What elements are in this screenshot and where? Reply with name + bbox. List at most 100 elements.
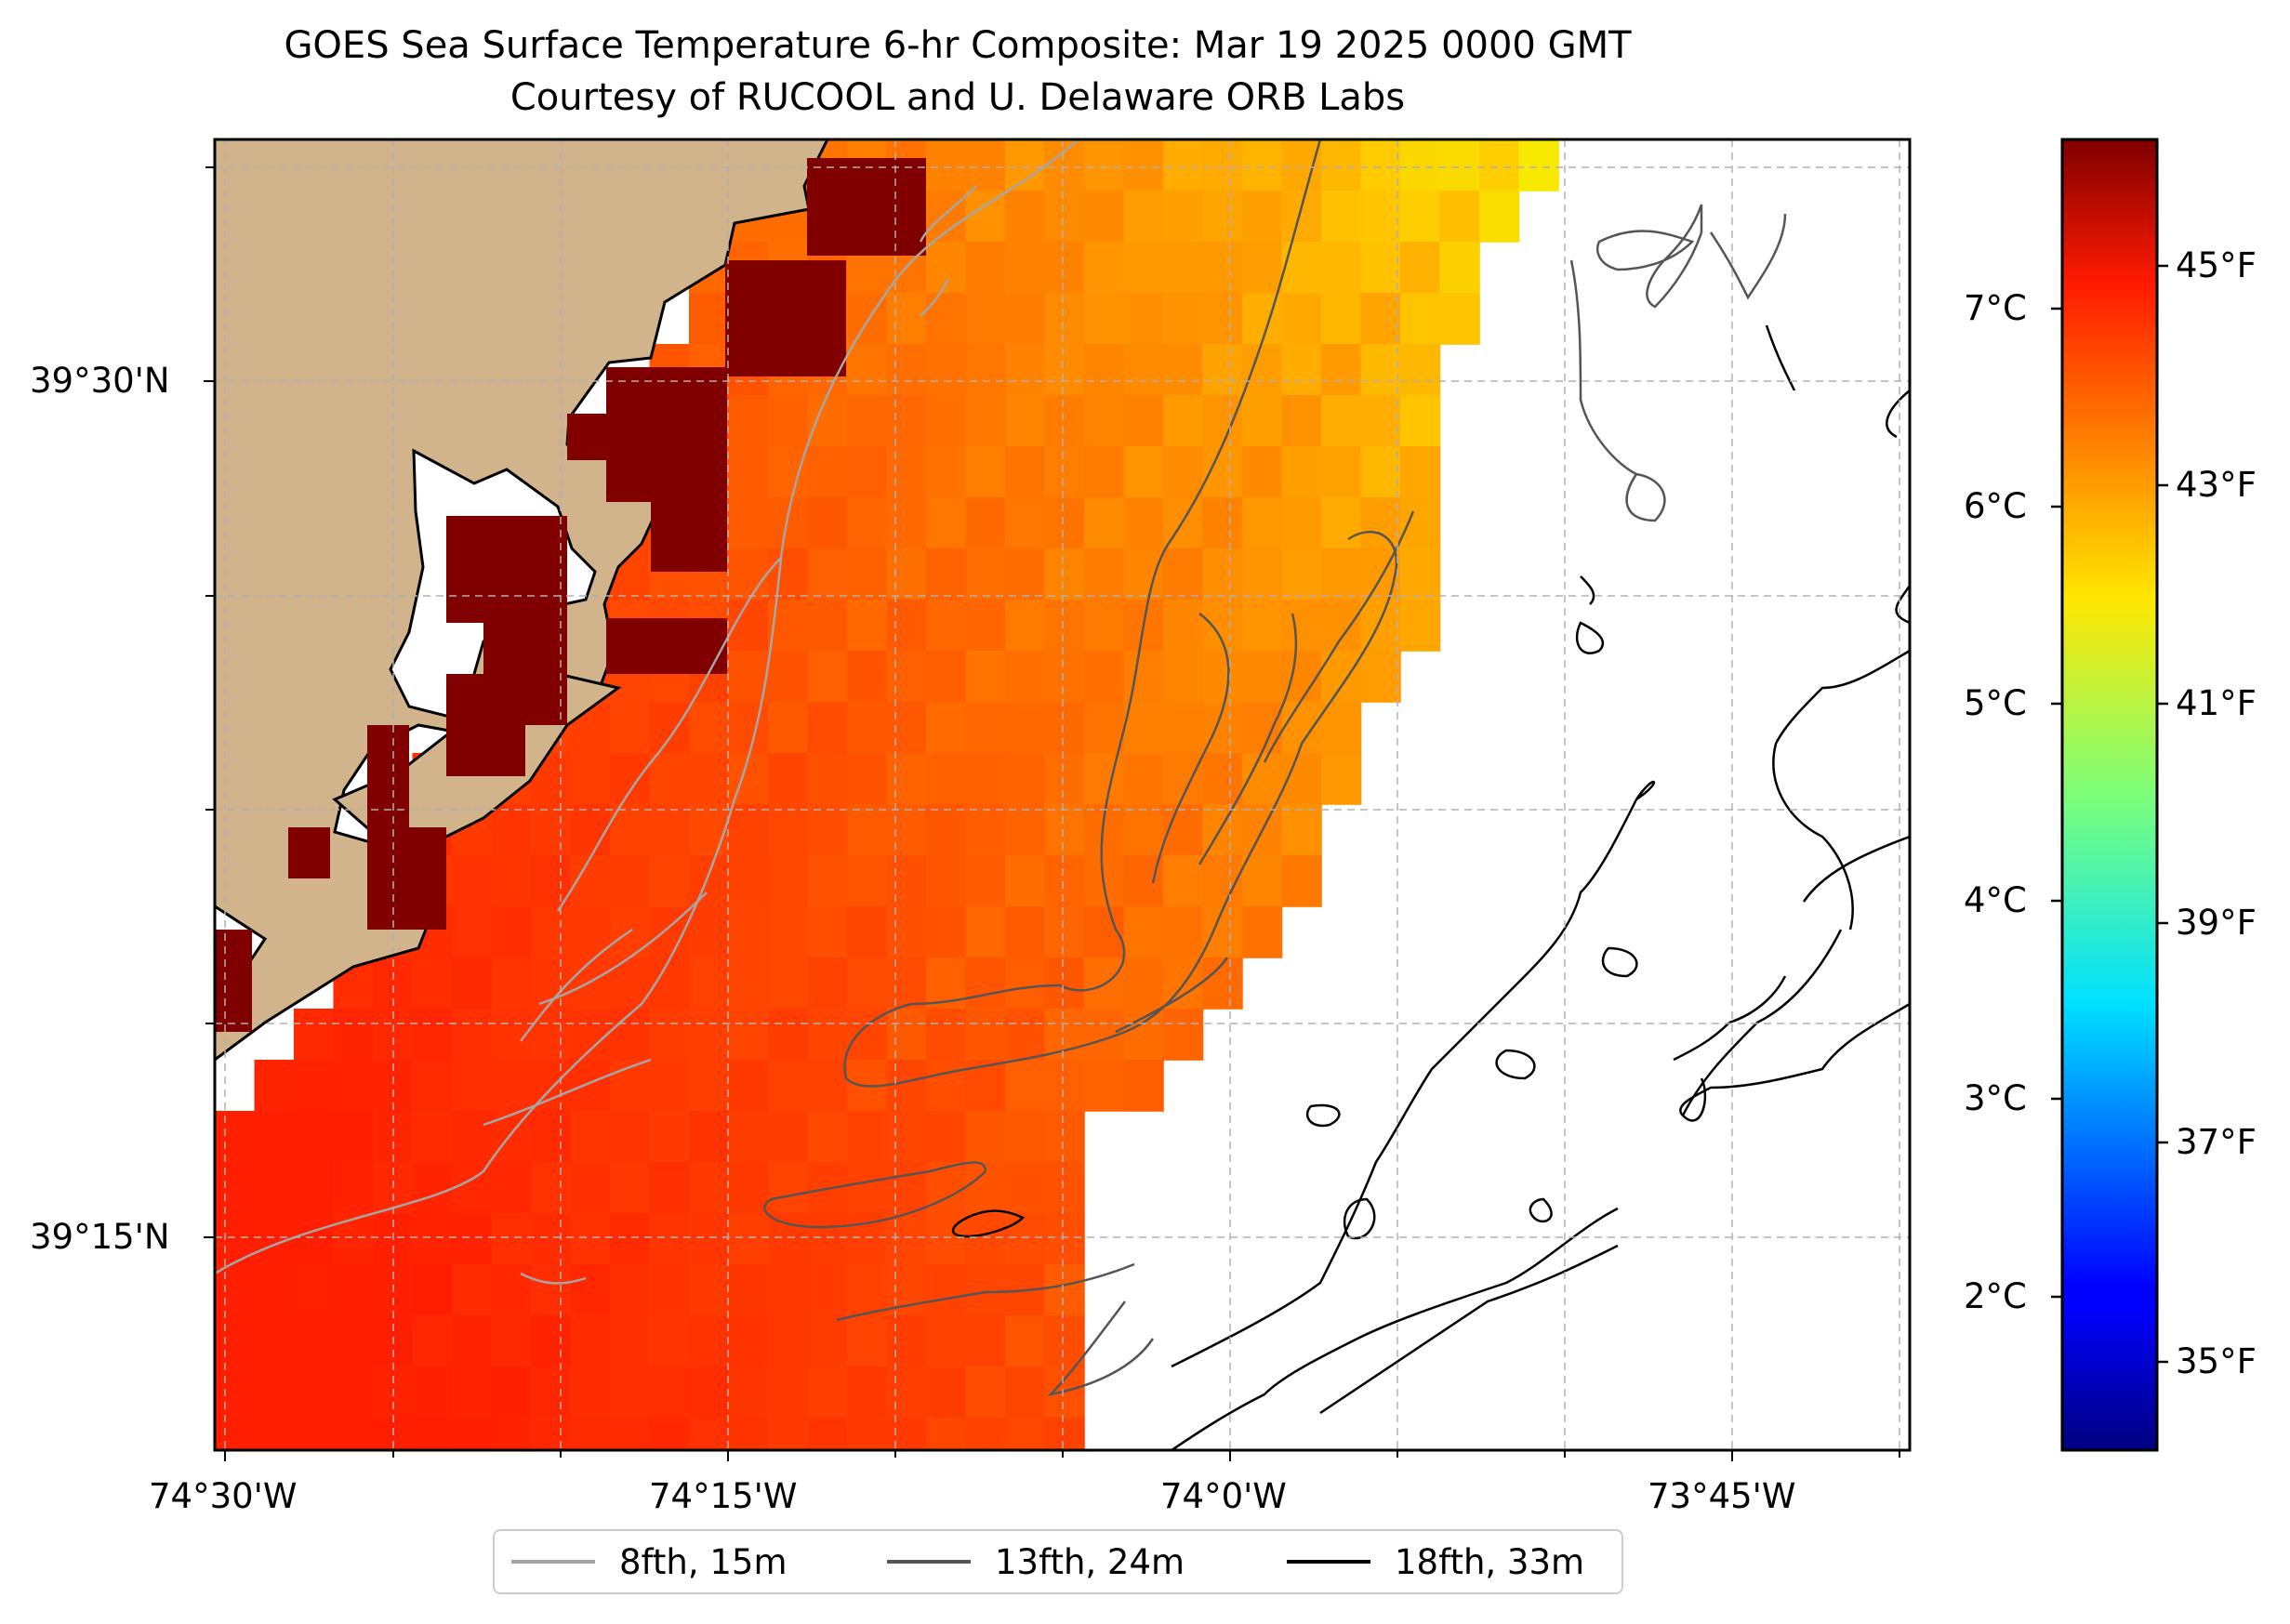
sst-cell xyxy=(965,957,1006,1010)
sst-cell xyxy=(1044,446,1085,498)
sst-cell xyxy=(1123,139,1164,191)
legend-swatch xyxy=(511,1560,595,1564)
sst-cell xyxy=(1518,139,1559,191)
map-panel xyxy=(215,139,1910,1450)
sst-cell xyxy=(1005,1111,1046,1163)
sst-cell xyxy=(1202,753,1243,805)
sst-cell xyxy=(649,855,690,907)
sst-cell xyxy=(570,1060,611,1112)
sst-cell xyxy=(768,548,809,601)
sst-cell xyxy=(1044,600,1085,652)
sst-cell xyxy=(1400,139,1441,191)
sst-cell xyxy=(1005,906,1046,958)
sst-cell xyxy=(807,906,848,958)
sst-cell xyxy=(1084,446,1125,498)
sst-cell xyxy=(926,906,967,958)
colorbar xyxy=(2060,138,2159,1452)
sst-cell xyxy=(1163,548,1204,601)
sst-cell xyxy=(807,1264,848,1316)
contour-legend: 8fth, 15m 13fth, 24m 18fth, 33m xyxy=(493,1529,1623,1594)
sst-cell xyxy=(768,1418,809,1450)
sst-cell xyxy=(491,1060,532,1112)
sst-cell xyxy=(412,957,453,1010)
sst-cell xyxy=(1281,497,1322,549)
sst-cell xyxy=(649,804,690,856)
sst-cell xyxy=(491,957,532,1010)
sst-cell xyxy=(1005,804,1046,856)
sst-cell xyxy=(412,1367,453,1419)
sst-cell xyxy=(886,957,927,1010)
sst-cell xyxy=(926,1264,967,1316)
sst-cell xyxy=(1123,497,1164,549)
sst-cell xyxy=(1044,957,1085,1010)
sst-cell xyxy=(1005,446,1046,498)
sst-cell xyxy=(491,1213,532,1265)
contour-18fth xyxy=(951,324,1910,1450)
sst-cell xyxy=(491,855,532,907)
sst-cell xyxy=(1321,702,1362,754)
lat-tick-label: 39°30'N xyxy=(30,361,170,401)
sst-cell xyxy=(1439,242,1480,294)
sst-cell xyxy=(689,804,730,856)
sst-cell xyxy=(215,1367,256,1419)
sst-cell xyxy=(452,906,493,958)
sst-cell xyxy=(847,906,888,958)
sst-cell xyxy=(491,1367,532,1419)
sst-cell xyxy=(768,1009,809,1061)
sst-cell xyxy=(649,753,690,805)
sst-cell xyxy=(333,1162,374,1214)
sst-cell xyxy=(1242,395,1283,447)
sst-cell xyxy=(847,1162,888,1214)
sst-cell xyxy=(768,957,809,1010)
sst-cell xyxy=(1044,1315,1085,1367)
sst-cell xyxy=(610,1264,651,1316)
sst-cell xyxy=(926,702,967,754)
sst-cell xyxy=(452,1315,493,1367)
sst-cell xyxy=(254,1264,295,1316)
sst-cell xyxy=(1242,139,1283,191)
sst-cell xyxy=(926,1315,967,1367)
sst-cell xyxy=(926,446,967,498)
sst-cell xyxy=(1202,395,1243,447)
colorbar-fahrenheit-label: 45°F xyxy=(2176,245,2257,285)
sst-cell xyxy=(1163,395,1204,447)
sst-cell xyxy=(1005,753,1046,805)
sst-cell xyxy=(1123,395,1164,447)
sst-cell xyxy=(728,855,769,907)
sst-cell xyxy=(1044,753,1085,805)
sst-cell xyxy=(649,1111,690,1163)
sst-cell xyxy=(294,1060,335,1112)
map-subtitle: Courtesy of RUCOOL and U. Delaware ORB L… xyxy=(510,76,1406,119)
sst-cell xyxy=(965,804,1006,856)
sst-cell xyxy=(1242,702,1283,754)
sst-cell xyxy=(1439,139,1480,191)
sst-cell xyxy=(847,651,888,703)
sst-cell xyxy=(689,702,730,754)
sst-cell xyxy=(1005,1367,1046,1419)
colorbar-celsius-label: 5°C xyxy=(1964,683,2027,723)
sst-cell xyxy=(1360,191,1401,243)
sst-cell xyxy=(1400,242,1441,294)
sst-cell xyxy=(926,548,967,601)
colorbar-celsius-label: 7°C xyxy=(1964,288,2027,328)
sst-cell xyxy=(491,1315,532,1367)
sst-cell xyxy=(1123,753,1164,805)
sst-cell xyxy=(1084,600,1125,652)
colorbar-celsius-label: 2°C xyxy=(1964,1276,2027,1316)
sst-cell xyxy=(847,855,888,907)
sst-cell xyxy=(254,1111,295,1163)
sst-cell xyxy=(1005,957,1046,1010)
sst-cell xyxy=(926,242,967,294)
sst-cell xyxy=(491,906,532,958)
sst-cell xyxy=(1123,191,1164,243)
sst-cell xyxy=(610,1418,651,1450)
sst-cell xyxy=(412,1162,453,1214)
sst-cell xyxy=(965,1367,1006,1419)
sst-cell xyxy=(1281,548,1322,601)
sst-cell xyxy=(1005,600,1046,652)
contour-8fth xyxy=(215,139,1079,1285)
sst-cell xyxy=(728,804,769,856)
sst-cell xyxy=(807,497,848,549)
sst-cell xyxy=(531,1162,572,1214)
sst-cell xyxy=(570,957,611,1010)
